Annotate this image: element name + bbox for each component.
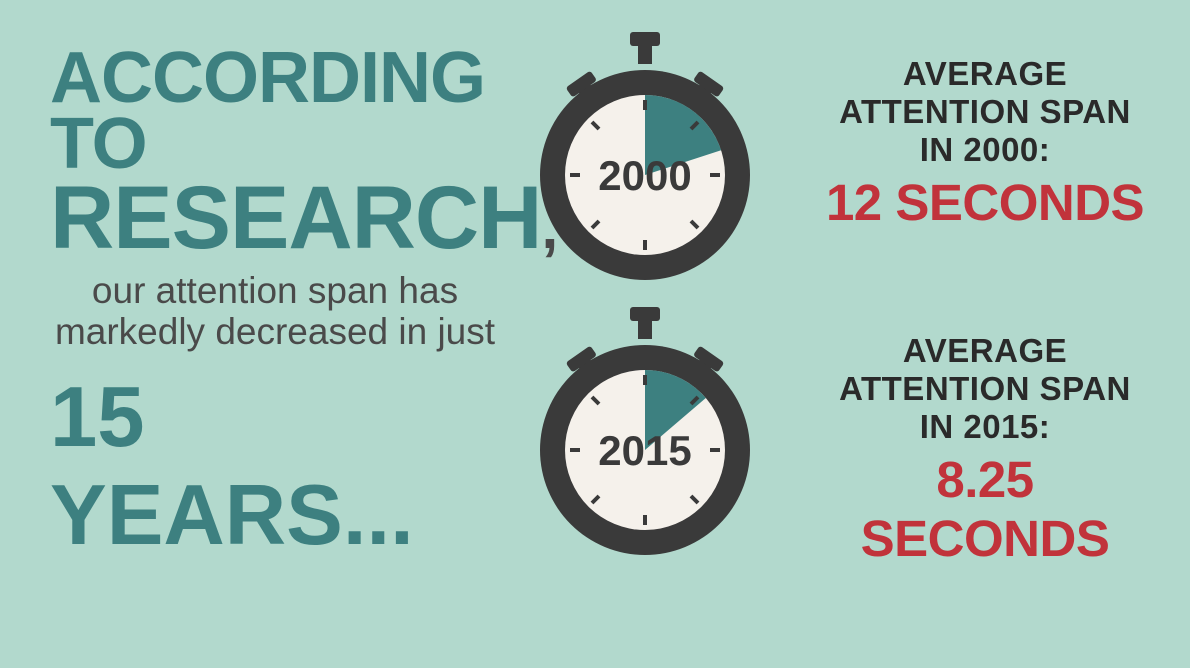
- stat-label-line1: AVERAGE ATTENTION SPAN: [810, 55, 1160, 131]
- stats-column: AVERAGE ATTENTION SPAN IN 2000: 12 SECON…: [810, 55, 1160, 668]
- stopwatch-icon: 2000: [530, 30, 760, 290]
- stopwatch-2015: 2015: [530, 305, 760, 565]
- headline-line1: ACCORDING TO: [50, 45, 500, 177]
- headline: ACCORDING TO RESEARCH,: [50, 45, 500, 259]
- stopwatch-2000: 2000: [530, 30, 760, 290]
- stopwatch-year-2: 2015: [598, 427, 691, 474]
- stat-label-line2: IN 2015:: [810, 408, 1160, 446]
- stopwatch-column: 2000: [530, 30, 790, 580]
- stat-2000: AVERAGE ATTENTION SPAN IN 2000: 12 SECON…: [810, 55, 1160, 232]
- stat-2015: AVERAGE ATTENTION SPAN IN 2015: 8.25 SEC…: [810, 332, 1160, 568]
- stopwatch-year-1: 2000: [598, 152, 691, 199]
- stat-label-line1: AVERAGE ATTENTION SPAN: [810, 332, 1160, 408]
- headline-line2: RESEARCH: [50, 167, 541, 267]
- years-text: 15 YEARS...: [50, 369, 500, 565]
- subhead-text: our attention span has markedly decrease…: [50, 271, 500, 352]
- stat-value-2000: 12 SECONDS: [810, 173, 1160, 232]
- stat-label-line2: IN 2000:: [810, 131, 1160, 169]
- stopwatch-icon: 2015: [530, 305, 760, 565]
- stat-value-2015: 8.25 SECONDS: [810, 450, 1160, 568]
- left-column: ACCORDING TO RESEARCH, our attention spa…: [50, 45, 500, 565]
